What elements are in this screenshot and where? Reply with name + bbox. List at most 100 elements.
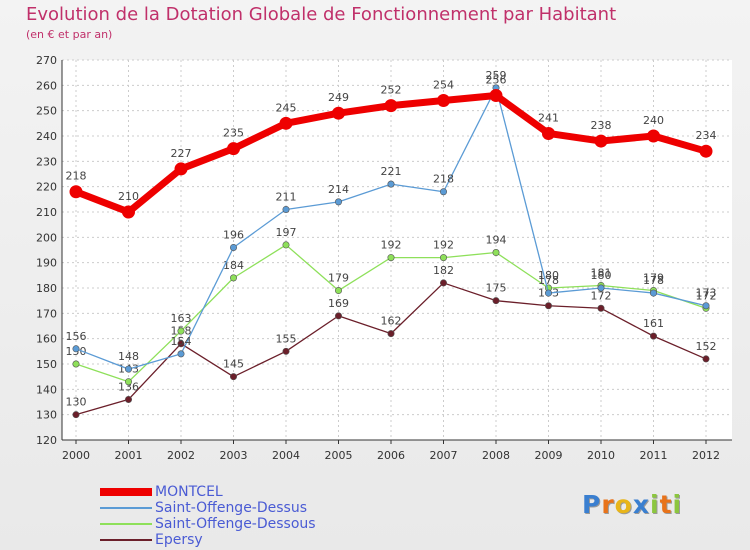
y-tick-label: 190 [36,257,57,270]
x-tick-label: 2003 [220,449,248,462]
data-point [439,254,447,262]
data-label: 218 [66,170,87,183]
plot-area [62,60,732,440]
data-label: 130 [66,396,87,409]
data-label: 235 [223,127,244,140]
data-point [492,297,500,305]
data-label: 175 [486,282,507,295]
data-label: 245 [276,101,297,114]
data-point [177,340,185,348]
data-label: 172 [591,289,612,302]
logo-letter: P [582,490,602,519]
data-label: 234 [696,129,717,142]
legend-label: Saint-Offenge-Dessous [155,516,316,532]
data-point [177,327,185,335]
data-point [387,330,395,338]
data-label: 173 [696,287,717,300]
data-point [334,312,342,320]
data-label: 192 [381,239,402,252]
data-label: 241 [538,111,559,124]
data-label: 210 [118,190,139,203]
data-label: 156 [66,330,87,343]
legend-swatch [100,523,152,525]
logo-letter: x [632,490,650,519]
data-point [282,241,290,249]
y-tick-label: 170 [36,307,57,320]
y-tick-label: 150 [36,358,57,371]
y-tick-label: 240 [36,130,57,143]
data-point [125,378,133,386]
data-label: 214 [328,183,349,196]
data-point [384,99,398,113]
data-label: 155 [276,332,297,345]
data-label: 179 [643,272,664,285]
legend-swatch [100,488,152,496]
y-tick-label: 130 [36,409,57,422]
y-tick-label: 250 [36,105,57,118]
data-label: 136 [118,380,139,393]
data-label: 154 [171,335,192,348]
data-point [125,395,133,403]
legend-label: MONTCEL [155,484,223,500]
proxiti-logo: Proxiti [582,490,682,519]
x-tick-label: 2007 [430,449,458,462]
y-tick-label: 270 [36,54,57,67]
data-label: 221 [381,165,402,178]
data-label: 252 [381,84,402,97]
data-point [439,279,447,287]
data-point [72,411,80,419]
data-label: 184 [223,259,244,272]
data-label: 178 [538,274,559,287]
data-label: 197 [276,226,297,239]
data-point [649,332,657,340]
data-label: 178 [643,274,664,287]
data-label: 196 [223,228,244,241]
data-label: 161 [643,317,664,330]
logo-letter: i [650,490,660,519]
y-tick-label: 260 [36,79,57,92]
x-tick-label: 2005 [325,449,353,462]
data-point [542,126,555,140]
y-tick-label: 200 [36,231,57,244]
data-point [279,116,293,130]
data-point [125,365,133,373]
legend-label: Saint-Offenge-Dessus [155,500,308,516]
data-point [230,274,238,282]
x-tick-label: 2009 [535,449,563,462]
data-point [227,142,240,156]
legend-swatch [100,507,152,509]
data-point [230,373,238,381]
data-point [544,289,552,297]
data-label: 172 [696,289,717,302]
logo-letter: o [614,490,633,519]
x-tick-label: 2012 [692,449,720,462]
x-tick-label: 2011 [640,449,668,462]
x-tick-label: 2000 [62,449,90,462]
data-point [69,185,83,199]
data-point [177,350,185,358]
data-label: 180 [591,269,612,282]
data-label: 238 [591,119,612,132]
y-tick-label: 140 [36,383,57,396]
chart-title: Evolution de la Dotation Globale de Fonc… [26,4,617,25]
data-point [230,243,238,251]
data-label: 259 [486,69,507,82]
data-point [649,289,657,297]
y-tick-label: 230 [36,155,57,168]
x-tick-label: 2001 [115,449,143,462]
data-point [72,360,80,368]
data-label: 227 [171,147,192,160]
data-point [437,94,450,108]
data-point [332,106,345,120]
x-tick-label: 2008 [482,449,510,462]
data-point [282,347,290,355]
x-tick-label: 2002 [167,449,195,462]
logo-letter: t [659,490,673,519]
data-point [72,345,80,353]
data-point [597,304,605,312]
data-label: 145 [223,358,244,371]
data-point [702,355,710,363]
data-label: 218 [433,173,454,186]
data-point [647,129,660,143]
data-label: 148 [118,350,139,363]
